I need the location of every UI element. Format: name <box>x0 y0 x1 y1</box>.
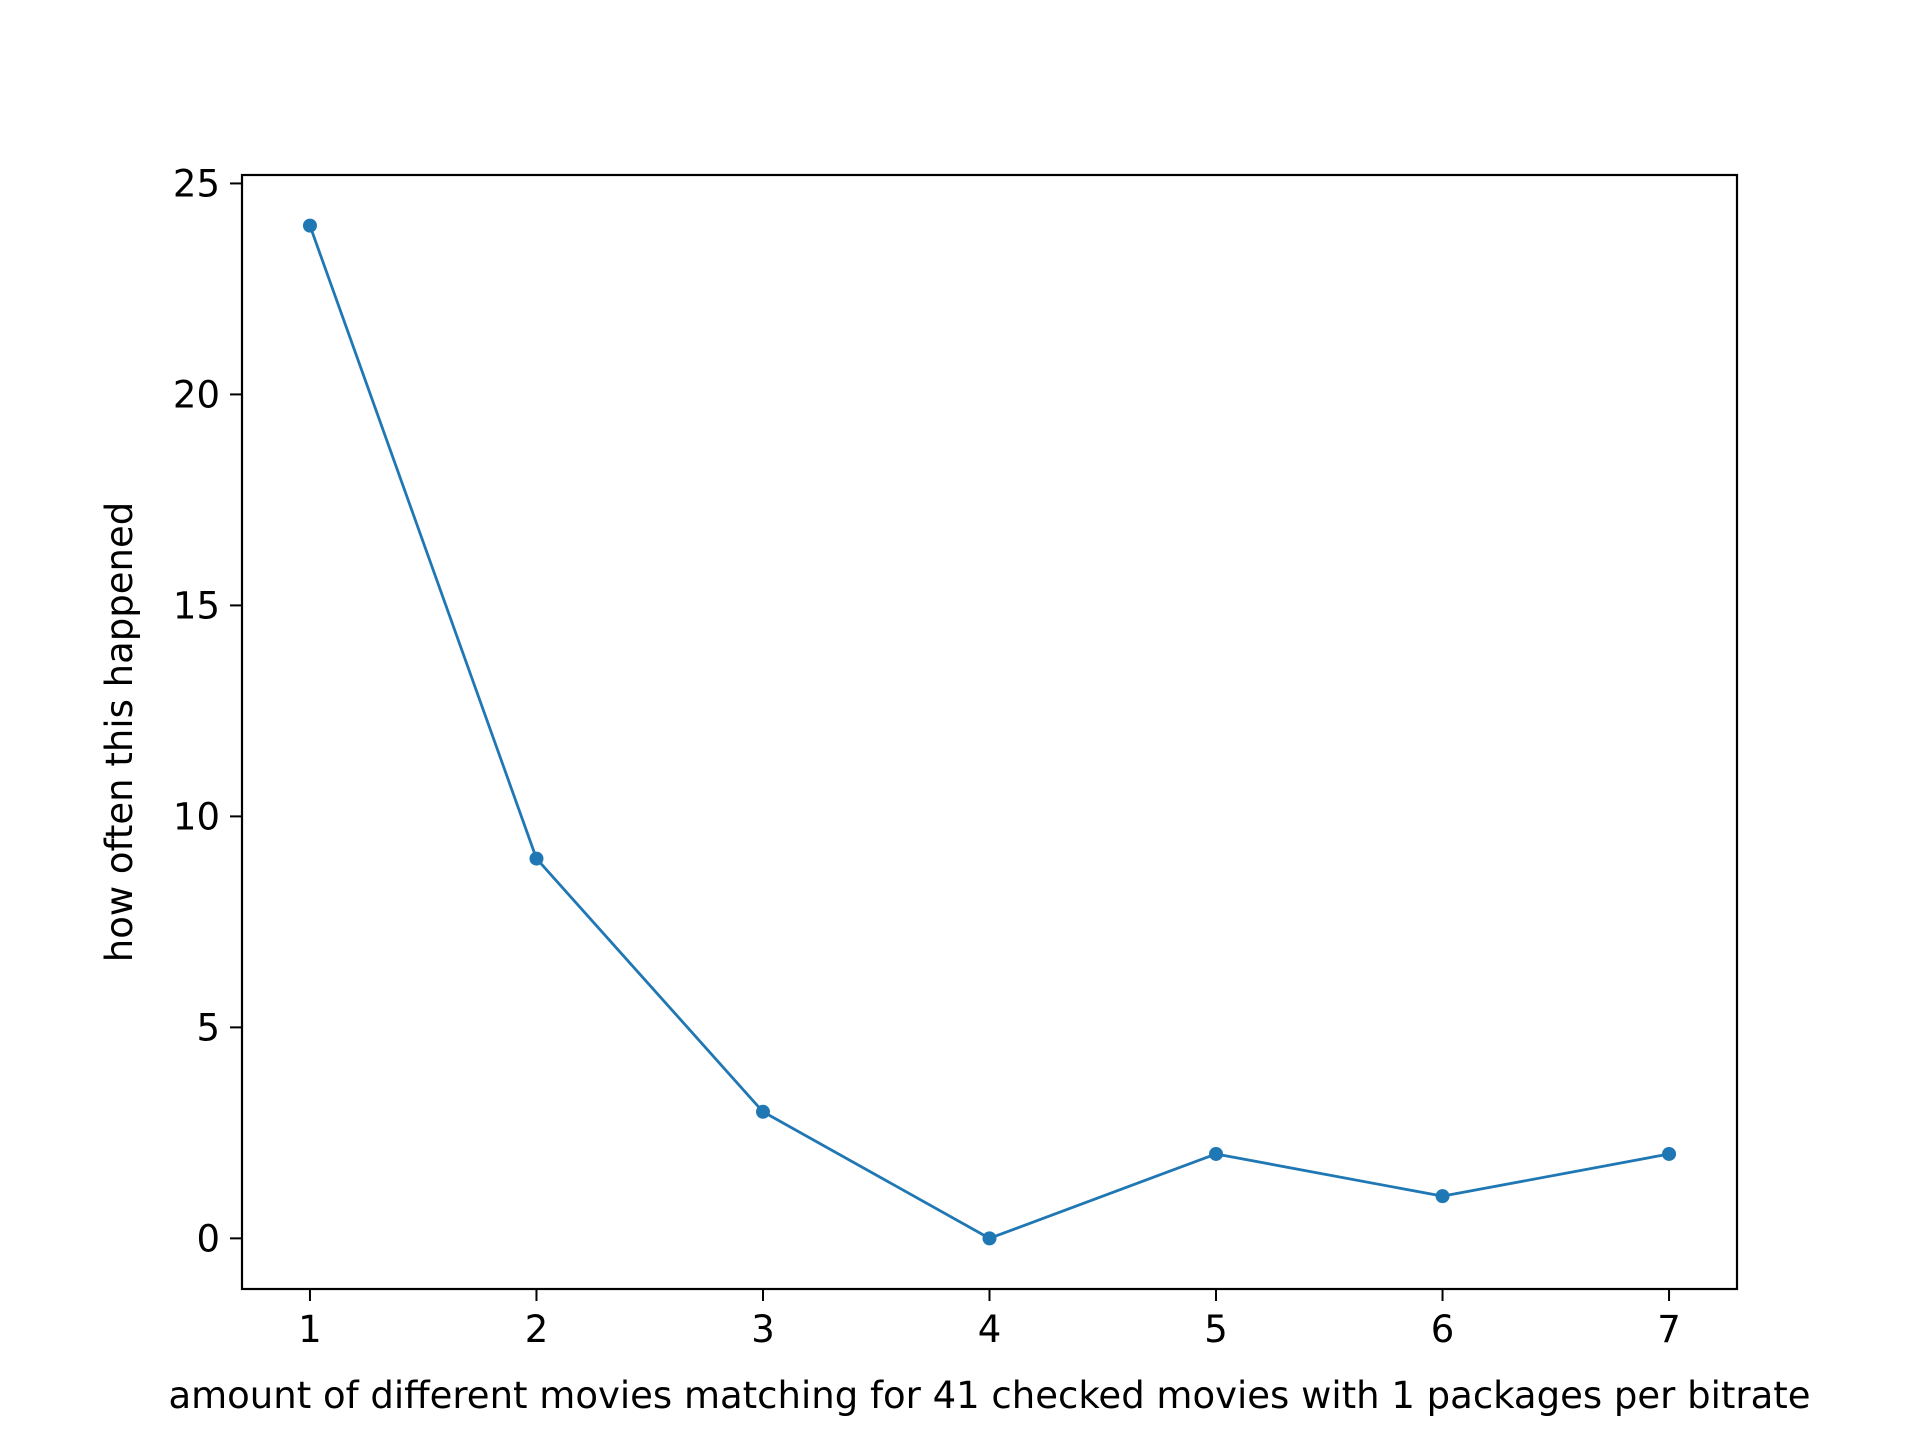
y-tick-label: 15 <box>173 584 220 627</box>
x-tick-label: 7 <box>1657 1308 1681 1351</box>
x-tick-label: 1 <box>298 1308 322 1351</box>
data-point <box>1662 1146 1677 1161</box>
y-tick-label: 0 <box>196 1217 220 1260</box>
y-tick-label: 10 <box>173 795 220 838</box>
x-tick-label: 5 <box>1204 1308 1228 1351</box>
y-axis-label: how often this happened <box>98 502 141 962</box>
data-point <box>302 218 317 233</box>
tick-group: 1 2 3 4 5 6 7 0 5 10 15 20 25 <box>173 162 1681 1351</box>
x-tick-label: 6 <box>1431 1308 1455 1351</box>
x-tick-label: 2 <box>525 1308 549 1351</box>
x-axis-label: amount of different movies matching for … <box>168 1374 1810 1417</box>
y-tick-label: 25 <box>173 162 220 205</box>
y-tick-label: 20 <box>173 373 220 416</box>
x-tick-label: 4 <box>978 1308 1002 1351</box>
data-point <box>755 1104 770 1119</box>
data-point <box>1209 1146 1224 1161</box>
x-tick-label: 3 <box>751 1308 775 1351</box>
data-point <box>982 1231 997 1246</box>
plot-frame <box>240 173 1739 1291</box>
y-tick-label: 5 <box>196 1006 220 1049</box>
series-group <box>302 218 1677 1246</box>
data-point <box>1435 1189 1450 1204</box>
data-point <box>529 851 544 866</box>
